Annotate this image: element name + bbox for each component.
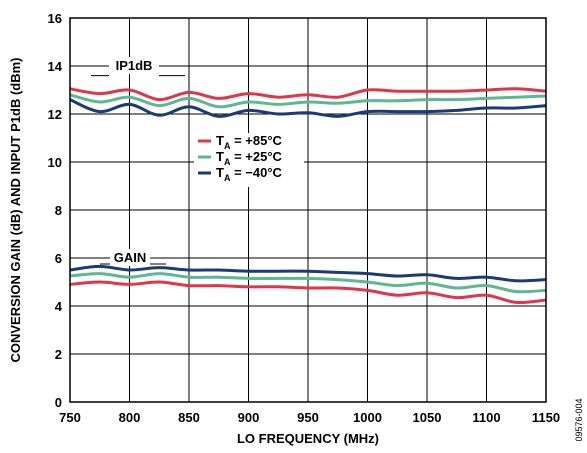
series-line-gain-plus25 bbox=[69, 272, 547, 294]
series-line-ip1db-plus25 bbox=[69, 93, 547, 109]
x-tick-label: 850 bbox=[178, 410, 200, 425]
series-line-ip1db-plus85 bbox=[69, 87, 547, 102]
y-tick-label: 8 bbox=[55, 203, 62, 218]
legend: TA = +85°CTA = +25°CTA = −40°C bbox=[194, 133, 304, 187]
x-tick-label: 950 bbox=[297, 410, 319, 425]
grid bbox=[70, 18, 546, 402]
y-axis-title: CONVERSION GAIN (dB) AND INPUT P1dB (dBm… bbox=[8, 57, 23, 362]
y-tick-label: 10 bbox=[48, 155, 62, 170]
legend-background bbox=[194, 133, 304, 187]
gain-label: GAIN bbox=[114, 250, 147, 265]
series-line-gain-plus85 bbox=[69, 280, 547, 305]
x-tick-label: 900 bbox=[238, 410, 260, 425]
y-tick-label: 14 bbox=[48, 59, 63, 74]
plot-frame bbox=[69, 17, 547, 403]
series-line-ip1db-minus40 bbox=[69, 98, 547, 118]
legend-label-minus40: TA = −40°C bbox=[216, 165, 283, 183]
y-tick-label: 16 bbox=[48, 11, 62, 26]
x-tick-labels: 750 800 850 900 950 1000 1050 1100 1150 bbox=[59, 410, 560, 425]
figure-id: 09576-004 bbox=[574, 398, 584, 441]
y-tick-label: 2 bbox=[55, 347, 62, 362]
ip1db-annotation: IP1dB bbox=[91, 57, 185, 77]
ip1db-label: IP1dB bbox=[116, 58, 153, 73]
series-line-gain-minus40 bbox=[69, 264, 547, 283]
x-axis-title: LO FREQUENCY (MHz) bbox=[237, 431, 379, 446]
series-lines bbox=[69, 87, 547, 305]
x-tick-label: 800 bbox=[119, 410, 141, 425]
y-tick-label: 12 bbox=[48, 107, 62, 122]
gain-annotation: GAIN bbox=[100, 249, 166, 266]
y-tick-label: 0 bbox=[55, 395, 62, 410]
y-tick-label: 6 bbox=[55, 251, 62, 266]
y-tick-label: 4 bbox=[55, 299, 63, 314]
x-tick-label: 1150 bbox=[532, 410, 560, 425]
x-tick-label: 750 bbox=[59, 410, 81, 425]
x-tick-label: 1100 bbox=[472, 410, 500, 425]
x-tick-label: 1050 bbox=[413, 410, 442, 425]
x-tick-label: 1000 bbox=[353, 410, 382, 425]
legend-label-plus25: TA = +25°C bbox=[216, 149, 283, 167]
legend-label-plus85: TA = +85°C bbox=[216, 133, 283, 151]
y-tick-labels: 0 2 4 6 8 10 12 14 16 bbox=[48, 11, 63, 410]
